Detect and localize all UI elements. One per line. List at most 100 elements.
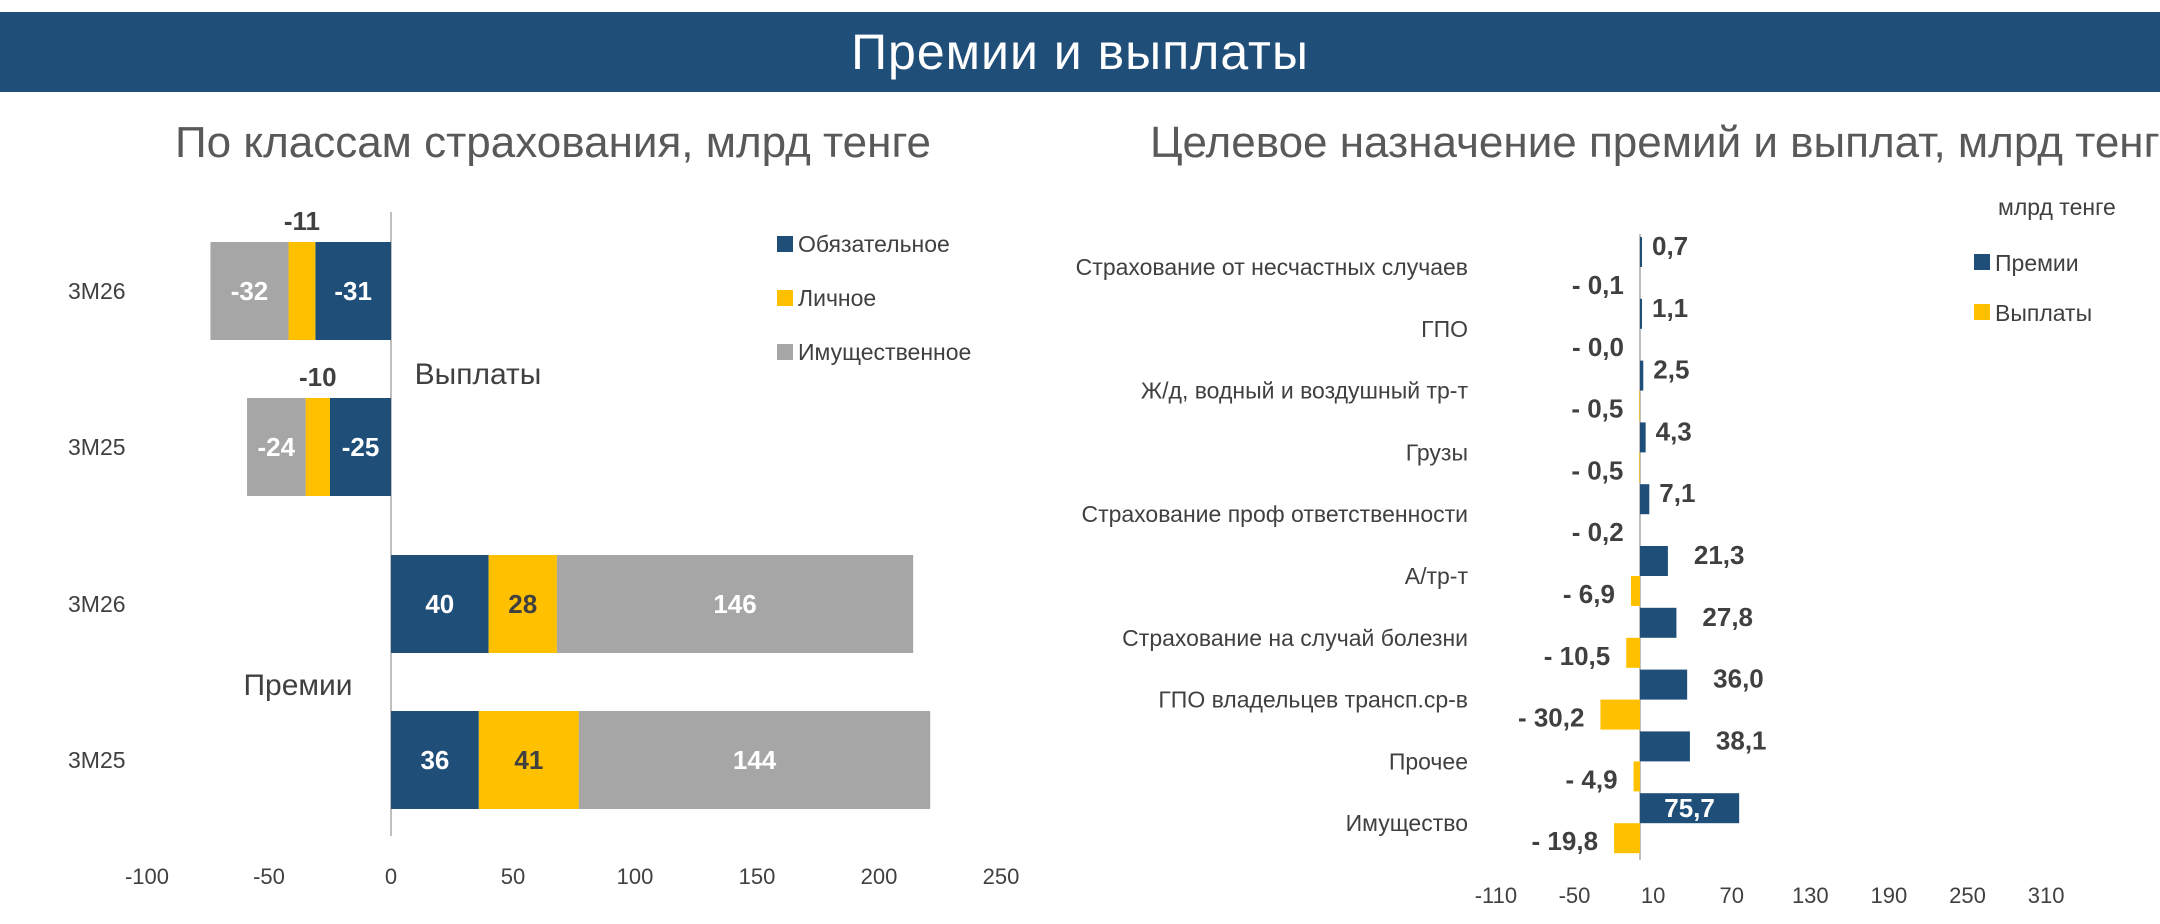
legend-swatch	[1974, 254, 1990, 270]
bar-premium	[1640, 607, 1677, 638]
data-label: 7,1	[1659, 478, 1695, 508]
category-label: Ж/д, водный и воздушный тр-т	[1141, 378, 1469, 404]
legend-swatch	[777, 290, 793, 306]
x-tick-label: 100	[617, 864, 654, 889]
legend-label: Обязательное	[798, 231, 950, 257]
bar-segment	[478, 711, 579, 809]
bar-premium	[1640, 731, 1690, 762]
bar-payout	[1633, 761, 1640, 792]
unit-label: млрд тенге	[1998, 194, 2116, 220]
data-label: 2,5	[1653, 355, 1689, 385]
bar-premium	[1640, 360, 1644, 391]
x-tick-label: 310	[2028, 883, 2065, 908]
x-tick-label: -50	[1559, 883, 1591, 908]
bar-segment	[330, 398, 391, 496]
data-label: - 30,2	[1518, 703, 1585, 733]
page-title: Премии и выплаты	[851, 24, 1309, 80]
bar-segment	[391, 711, 479, 809]
x-tick-label: 50	[501, 864, 525, 889]
data-label: - 0,2	[1572, 517, 1624, 547]
group-label: Премии	[243, 669, 352, 702]
bar-premium	[1640, 669, 1688, 700]
group-label: Выплаты	[415, 358, 542, 391]
category-label: А/тр-т	[1405, 563, 1469, 589]
data-label: -10	[299, 362, 337, 392]
data-label: - 19,8	[1532, 826, 1599, 856]
data-label: 75,7	[1664, 793, 1715, 823]
bar-payout	[1626, 637, 1640, 668]
data-label: 27,8	[1702, 602, 1753, 632]
category-label: Страхование проф ответственности	[1081, 501, 1468, 527]
data-label: 28	[508, 589, 537, 619]
legend-swatch	[777, 236, 793, 252]
bar-premium	[1640, 484, 1650, 515]
bar-segment	[305, 398, 330, 496]
category-label: 3М25	[68, 747, 126, 773]
left-chart-title: По классам страхования, млрд тенге	[175, 118, 931, 167]
data-label: 146	[713, 589, 756, 619]
data-label: - 10,5	[1544, 641, 1611, 671]
x-tick-label: -110	[1475, 883, 1517, 908]
category-label: Страхование от несчастных случаев	[1076, 254, 1468, 280]
data-label: - 0,1	[1572, 270, 1624, 300]
data-label: - 4,9	[1566, 764, 1618, 794]
x-tick-label: 70	[1719, 883, 1743, 908]
bar-segment	[210, 242, 289, 340]
bar-segment	[488, 555, 557, 653]
data-label: 40	[425, 589, 454, 619]
category-label: Имущество	[1346, 810, 1468, 836]
data-label: 41	[514, 745, 543, 775]
data-label: -25	[342, 432, 380, 462]
category-label: ГПО владельцев трансп.ср-в	[1158, 687, 1468, 713]
data-label: 36	[420, 745, 449, 775]
bar-payout	[1630, 576, 1640, 606]
bar-payout	[1639, 452, 1640, 483]
bar-premium	[1640, 237, 1642, 267]
bar-premium	[1640, 422, 1646, 453]
bar-payout	[1639, 390, 1640, 421]
x-tick-label: 250	[983, 864, 1020, 889]
data-label: 1,1	[1652, 293, 1688, 323]
x-tick-label: -50	[253, 864, 285, 889]
right-chart-title: Целевое назначение премий и выплат, млрд…	[1150, 118, 2160, 167]
category-label: 3М26	[68, 278, 126, 304]
category-label: ГПО	[1421, 316, 1468, 342]
x-tick-label: -100	[125, 864, 169, 889]
category-label: 3М25	[68, 434, 126, 460]
category-label: Грузы	[1406, 439, 1468, 465]
bar-segment	[556, 555, 914, 653]
data-label: 0,7	[1652, 231, 1688, 261]
x-tick-label: 150	[739, 864, 776, 889]
legend-label: Личное	[798, 285, 876, 311]
data-label: -11	[284, 206, 320, 236]
data-label: 4,3	[1656, 416, 1692, 446]
category-label: 3М26	[68, 591, 126, 617]
data-label: -32	[231, 276, 269, 306]
x-tick-label: 200	[861, 864, 898, 889]
x-tick-label: 190	[1871, 883, 1908, 908]
data-label: 38,1	[1716, 725, 1767, 755]
category-label: Страхование на случай болезни	[1122, 625, 1468, 651]
data-label: 144	[733, 745, 777, 775]
bar-payout	[1600, 699, 1640, 730]
x-tick-label: 0	[385, 864, 397, 889]
bar-segment	[391, 555, 489, 653]
data-label: -31	[334, 276, 372, 306]
x-tick-label: 250	[1949, 883, 1986, 908]
legend-swatch	[1974, 304, 1990, 320]
legend-label: Премии	[1995, 250, 2079, 276]
x-tick-label: 130	[1792, 883, 1829, 908]
data-label: 21,3	[1694, 540, 1745, 570]
data-label: - 0,5	[1571, 394, 1623, 424]
bar-segment	[578, 711, 931, 809]
bar-premium	[1640, 793, 1740, 824]
data-label: - 0,5	[1571, 455, 1623, 485]
bar-segment	[315, 242, 391, 340]
category-label: Прочее	[1389, 748, 1468, 774]
header-banner: Премии и выплаты	[0, 12, 2160, 92]
data-label: -24	[258, 432, 296, 462]
legend-swatch	[777, 344, 793, 360]
insurance-class-chart: Выплаты 3М26 -31 -11 -32 3М25 -25 -10 -24 Премии 3…	[68, 206, 1020, 889]
bar-payout	[1614, 823, 1640, 854]
